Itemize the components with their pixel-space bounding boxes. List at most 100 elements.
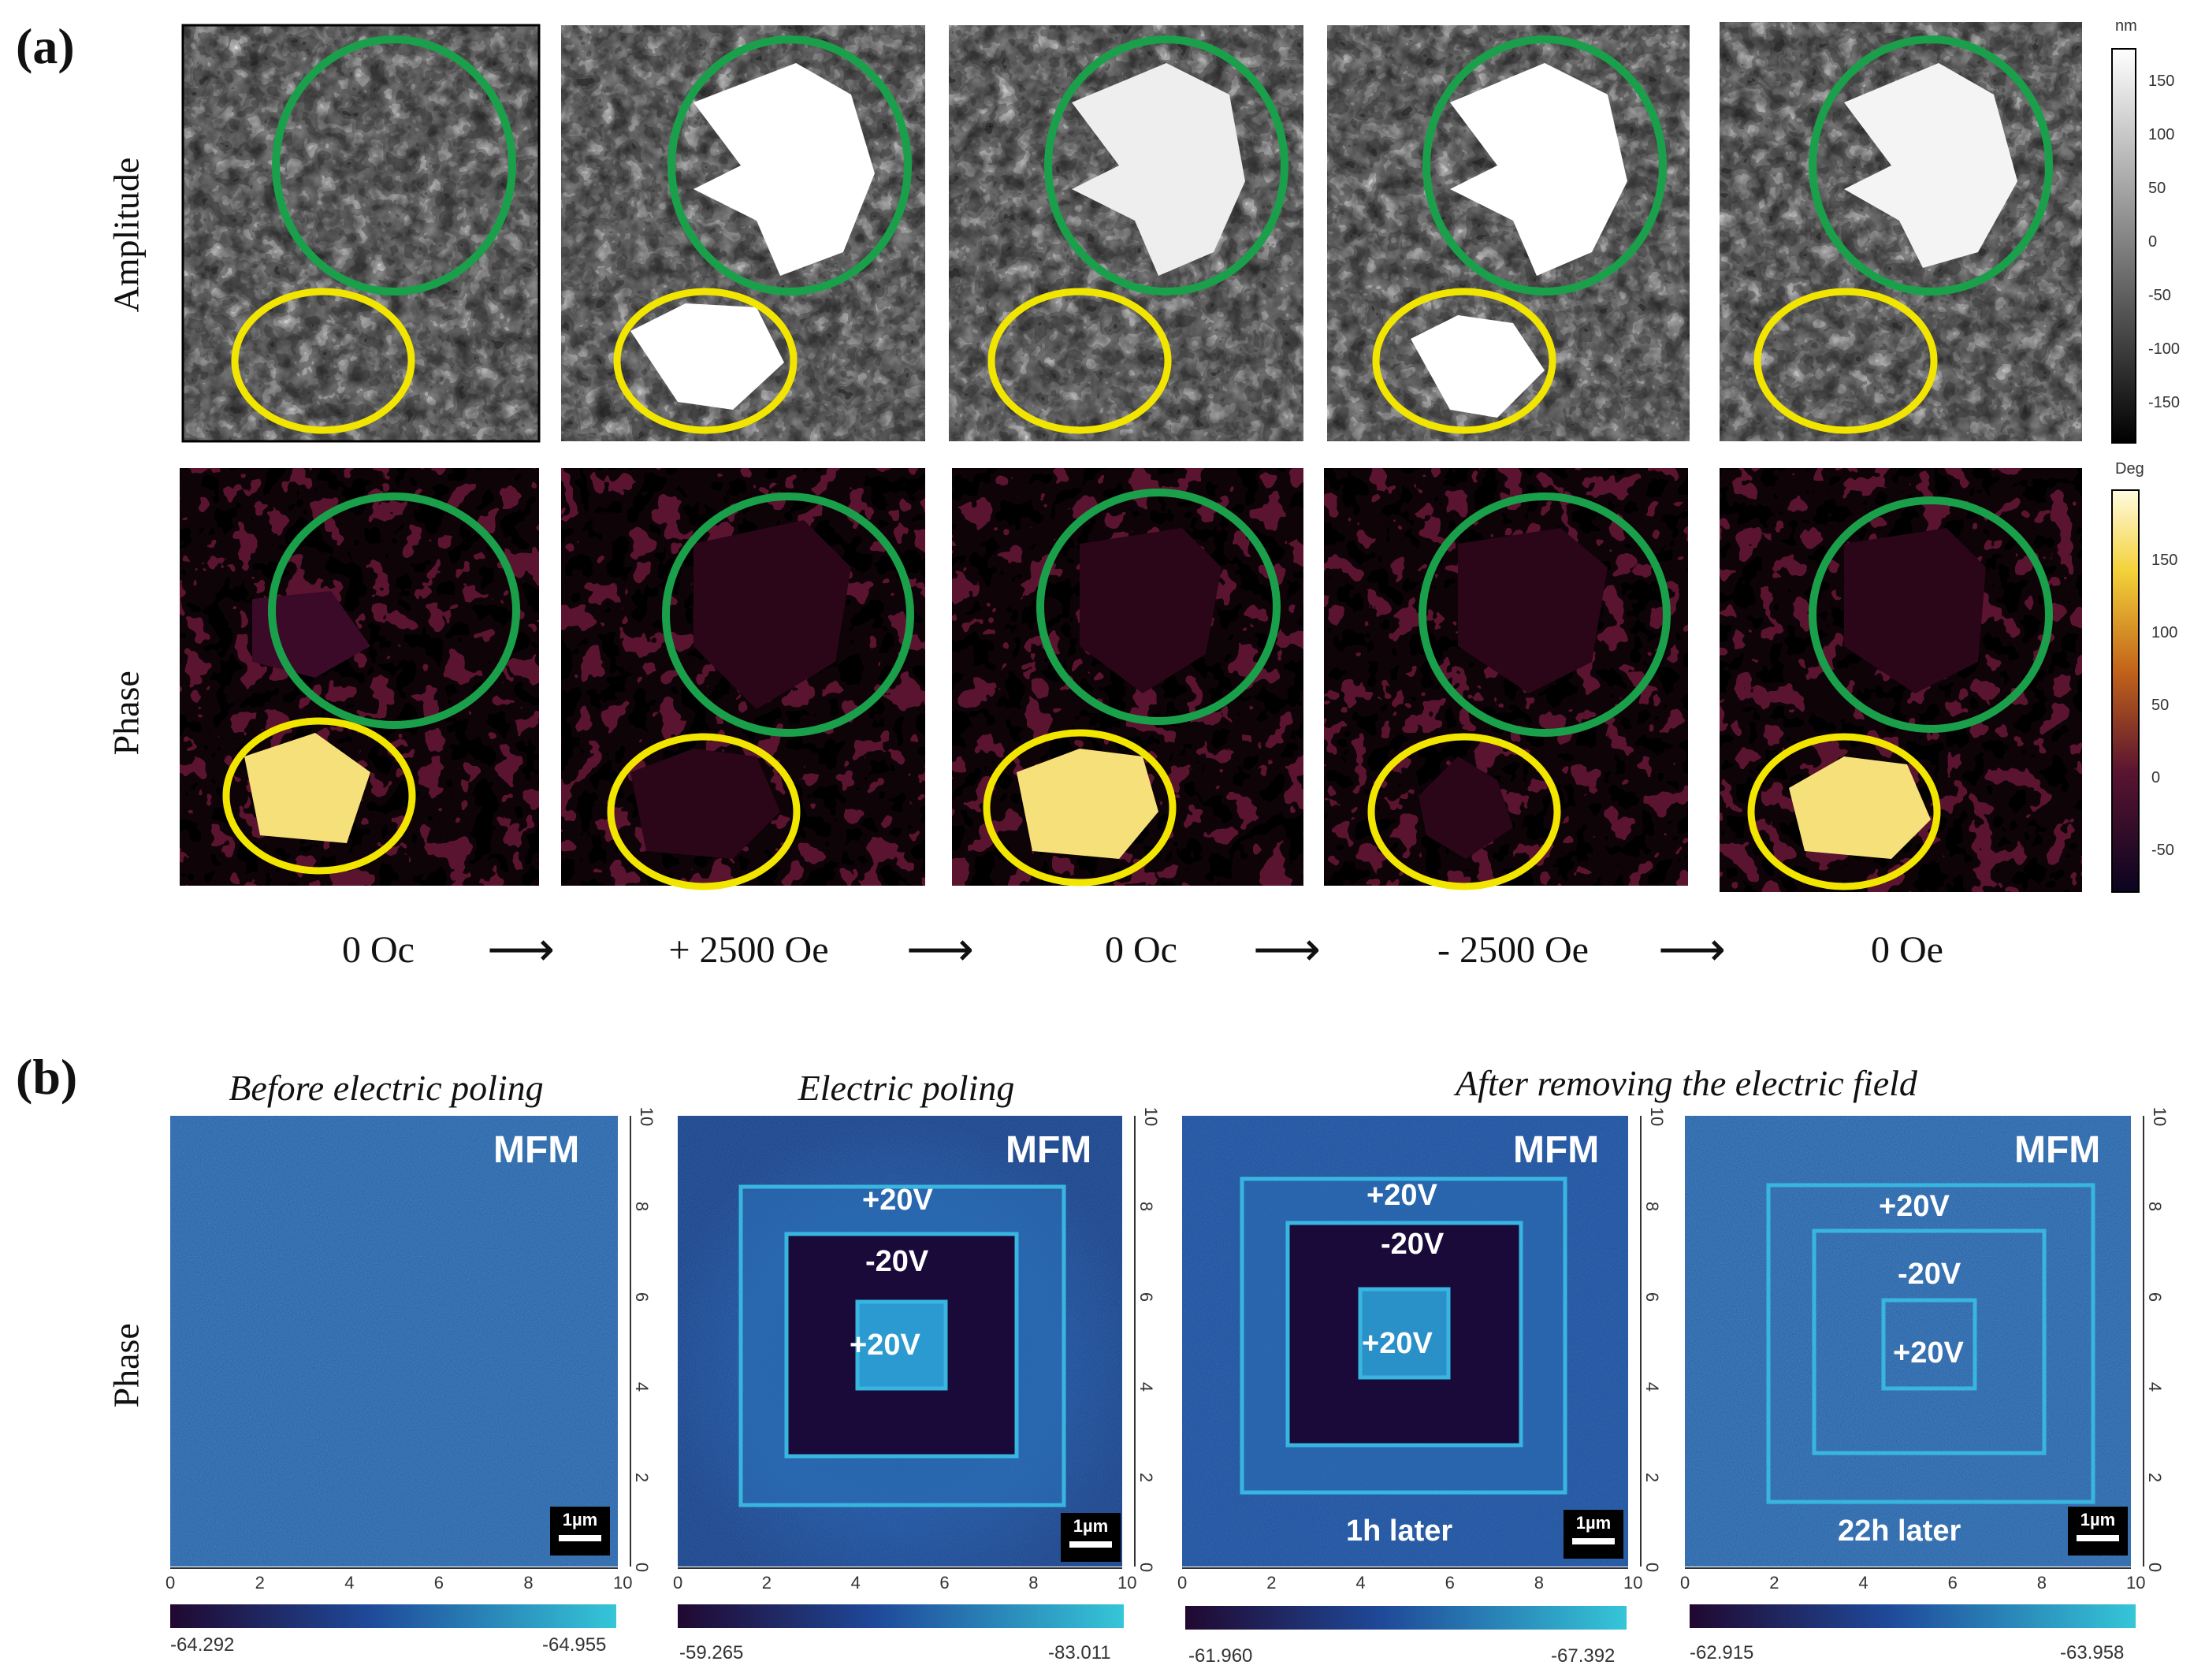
scale-min-label: -59.265 [679, 1642, 744, 1663]
voltage-outer-label: +20V [1879, 1190, 1950, 1223]
voltage-outer-label: +20V [862, 1184, 933, 1217]
scale-bar-marker: 1µm [2068, 1507, 2128, 1555]
x-axis-tick: 2 [1266, 1573, 1277, 1593]
y-axis-tick: 4 [1642, 1382, 1663, 1392]
scale-max-label: -67.392 [1551, 1645, 1616, 1667]
y-axis-tick: 8 [1642, 1202, 1663, 1212]
scale-bar-text: 1µm [1575, 1513, 1612, 1533]
scale-bar-4 [1690, 1604, 2136, 1628]
scale-bar-text: 1µm [562, 1510, 598, 1529]
voltage-inner-label: +20V [850, 1329, 920, 1362]
voltage-inner-label: +20V [1893, 1336, 1964, 1370]
x-axis-tick: 2 [255, 1573, 265, 1593]
mfm-image-1 [170, 1116, 618, 1567]
scale-bar-marker: 1µm [1061, 1513, 1121, 1562]
amplitude-image-1 [181, 24, 541, 443]
mfm-image-2 [678, 1116, 1122, 1567]
phase-colorbar-tick: 150 [2151, 552, 2178, 569]
x-axis-tick: 6 [433, 1573, 444, 1593]
scale-bar-text: 1µm [2080, 1510, 2116, 1529]
title-before-poling: Before electric poling [229, 1068, 544, 1108]
phase-colorbar-tick: 50 [2151, 697, 2170, 714]
x-axis-tick: 6 [1445, 1573, 1455, 1593]
x-axis-tick: 10 [2126, 1573, 2146, 1593]
phase-colorbar-tick: 0 [2151, 769, 2161, 786]
scale-min-label: -64.292 [170, 1634, 235, 1656]
y-axis-tick: 8 [2145, 1202, 2166, 1212]
scale-bar-text: 1µm [1073, 1516, 1109, 1536]
amplitude-colorbar-tick: -100 [2148, 340, 2181, 358]
y-axis-tick: 4 [632, 1382, 653, 1392]
amplitude-image-4 [1327, 25, 1690, 441]
x-axis-tick: 10 [1623, 1573, 1643, 1593]
time-note-1h: 1h later [1346, 1515, 1453, 1548]
mfm-image-4 [1685, 1116, 2131, 1567]
x-axis-tick: 0 [1680, 1573, 1690, 1593]
scale-bar-3 [1185, 1606, 1627, 1630]
scale-max-label: -83.011 [1048, 1642, 1111, 1663]
y-axis-tick: 0 [2145, 1562, 2166, 1573]
scale-bar-marker: 1µm [550, 1507, 610, 1555]
voltage-middle-label: -20V [865, 1245, 929, 1278]
x-axis-tick: 0 [165, 1573, 176, 1593]
x-axis-tick: 10 [1117, 1573, 1137, 1593]
mfm-tag: MFM [2014, 1129, 2101, 1171]
field-label-2: + 2500 Oe [668, 929, 829, 971]
x-axis-tick: 8 [1534, 1573, 1545, 1593]
arrow-right-icon: ⟶ [906, 922, 975, 977]
arrow-right-icon: ⟶ [487, 922, 556, 977]
y-axis-tick: 2 [2145, 1472, 2166, 1482]
y-axis-tick: 4 [1136, 1382, 1157, 1392]
amplitude-colorbar-tick: 100 [2148, 126, 2175, 143]
y-axis-tick: 10 [2150, 1106, 2170, 1127]
y-axis-tick: 0 [1136, 1562, 1157, 1573]
x-axis-tick: 4 [1858, 1573, 1868, 1593]
scale-max-label: -63.958 [2060, 1642, 2125, 1663]
axis-lines [170, 1116, 2144, 1569]
scale-bar-1 [170, 1604, 616, 1628]
y-axis-tick: 4 [2145, 1382, 2166, 1392]
scale-min-label: -61.960 [1188, 1645, 1253, 1667]
scale-max-label: -64.955 [542, 1634, 607, 1656]
arrow-right-icon: ⟶ [1253, 922, 1322, 977]
panel-b-images [170, 1116, 2144, 1630]
amplitude-image-5 [1720, 22, 2082, 441]
y-axis-tick: 8 [632, 1202, 653, 1212]
y-axis-tick: 6 [2145, 1292, 2166, 1302]
y-axis-tick: 2 [632, 1472, 653, 1482]
scale-bar-marker: 1µm [1564, 1510, 1623, 1559]
phase-image-4 [1324, 468, 1688, 890]
phase-image-5 [1720, 468, 2082, 892]
field-label-3: 0 Oc [1105, 929, 1177, 971]
x-axis-tick: 4 [1355, 1573, 1366, 1593]
x-axis-tick: 8 [1028, 1573, 1039, 1593]
mfm-image-3 [1182, 1116, 1628, 1567]
x-axis-tick: 4 [344, 1573, 355, 1593]
amplitude-colorbar-tick: -150 [2148, 394, 2181, 411]
y-axis-tick: 8 [1136, 1202, 1157, 1212]
title-after-removing: After removing the electric field [1456, 1063, 1917, 1103]
amplitude-colorbar-tick: 50 [2148, 180, 2166, 197]
phase-image-3 [952, 468, 1303, 886]
x-axis-tick: 0 [1177, 1573, 1188, 1593]
y-axis-tick: 10 [1647, 1106, 1668, 1127]
amplitude-colorbar-tick: -50 [2148, 287, 2171, 304]
field-label-1: 0 Oc [342, 929, 415, 971]
panel-a-label: (a) [16, 18, 75, 74]
phase-image-2 [561, 468, 925, 890]
amplitude-colorbar-tick: 150 [2148, 72, 2175, 90]
title-electric-poling: Electric poling [798, 1068, 1015, 1108]
voltage-inner-label: +20V [1362, 1327, 1433, 1360]
y-axis-tick: 2 [1642, 1472, 1663, 1482]
mfm-tag: MFM [493, 1129, 580, 1171]
phase-colorbar [2111, 489, 2140, 893]
amplitude-image-2 [561, 25, 925, 441]
y-axis-tick: 0 [1642, 1562, 1663, 1573]
y-axis-tick: 6 [1136, 1292, 1157, 1302]
arrow-right-icon: ⟶ [1658, 922, 1727, 977]
phase-colorbar-tick: -50 [2151, 842, 2174, 859]
y-axis-tick: 6 [632, 1292, 653, 1302]
x-axis-tick: 8 [523, 1573, 534, 1593]
amplitude-colorbar-unit: nm [2115, 17, 2137, 35]
phase-colorbar-tick: 100 [2151, 624, 2178, 641]
